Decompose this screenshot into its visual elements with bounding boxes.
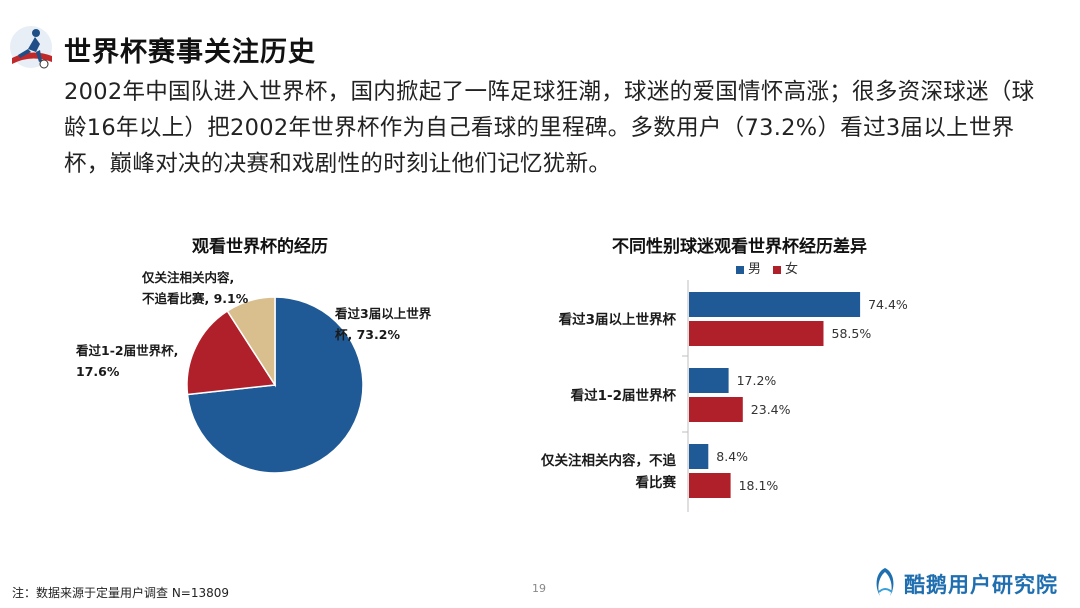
category-label-2-line-0: 仅关注相关内容，不追: [540, 452, 676, 469]
bar-chart-legend: 男 女: [736, 258, 798, 277]
legend-swatch-male: [736, 265, 744, 274]
pie-chart: 看过3届以上世界杯, 73.2% 看过1-2届世界杯, 17.6% 仅关注相关内容, 不…: [76, 270, 432, 474]
soccer-player-logo-icon: [6, 22, 56, 72]
pie-slice-2: [226, 296, 276, 388]
bar-chart-title: 不同性别球迷观看世界杯经历差异: [612, 237, 867, 257]
bar-value-label-0-1: 58.5%: [832, 326, 872, 341]
bar-1-1: [689, 397, 743, 422]
legend-swatch-female: [773, 265, 782, 274]
bar-0-0: [689, 292, 861, 317]
pie-slice-1: [186, 309, 277, 396]
legend-item-male: 男: [736, 258, 761, 277]
intro-paragraph: 2002年中国队进入世界杯，国内掀起了一阵足球狂潮，球迷的爱国情怀高涨；很多资深…: [64, 79, 1035, 177]
pie-label-0-line-1: 杯, 73.2%: [335, 327, 400, 342]
bar-chart: 看过3届以上世界杯 74.4% 58.5% 看过1-2届世界杯 17.2% 23.4% 仅关…: [540, 280, 908, 512]
bar-2-0: [689, 444, 709, 469]
legend-item-female: 女: [773, 258, 798, 277]
bar-value-label-1-0: 17.2%: [737, 373, 777, 388]
bar-1-0: [689, 368, 729, 393]
bar-0-1: [689, 321, 824, 346]
brand: 酷鹅用户研究院: [870, 566, 1058, 602]
category-label-1-line-0: 看过1-2届世界杯: [570, 387, 677, 404]
brand-name: 酷鹅用户研究院: [904, 573, 1058, 597]
bar-value-label-2-1: 18.1%: [739, 478, 779, 493]
category-label-0-line-0: 看过3届以上世界杯: [558, 311, 677, 328]
pie-chart-title: 观看世界杯的经历: [192, 237, 328, 257]
page-title: 世界杯赛事关注历史: [64, 37, 316, 68]
bar-value-label-0-0: 74.4%: [868, 297, 908, 312]
footnote: 注：数据来源于定量用户调查 N=13809: [12, 586, 230, 600]
pie-label-2-line-1: 不追看比赛, 9.1%: [142, 291, 249, 306]
pie-label-2-line-0: 仅关注相关内容,: [141, 270, 234, 285]
legend-label-male: 男: [748, 262, 762, 277]
legend-label-female: 女: [785, 262, 799, 277]
bar-value-label-2-0: 8.4%: [716, 449, 748, 464]
pie-label-1-line-0: 看过1-2届世界杯,: [76, 343, 178, 358]
category-label-2-line-1: 看比赛: [635, 474, 677, 491]
bar-value-label-1-1: 23.4%: [751, 402, 791, 417]
penguin-logo-icon: [870, 566, 900, 602]
page-number: 19: [532, 582, 546, 595]
pie-label-1-line-1: 17.6%: [76, 364, 120, 379]
pie-label-0-line-0: 看过3届以上世界: [335, 306, 432, 321]
bar-2-1: [689, 473, 731, 498]
